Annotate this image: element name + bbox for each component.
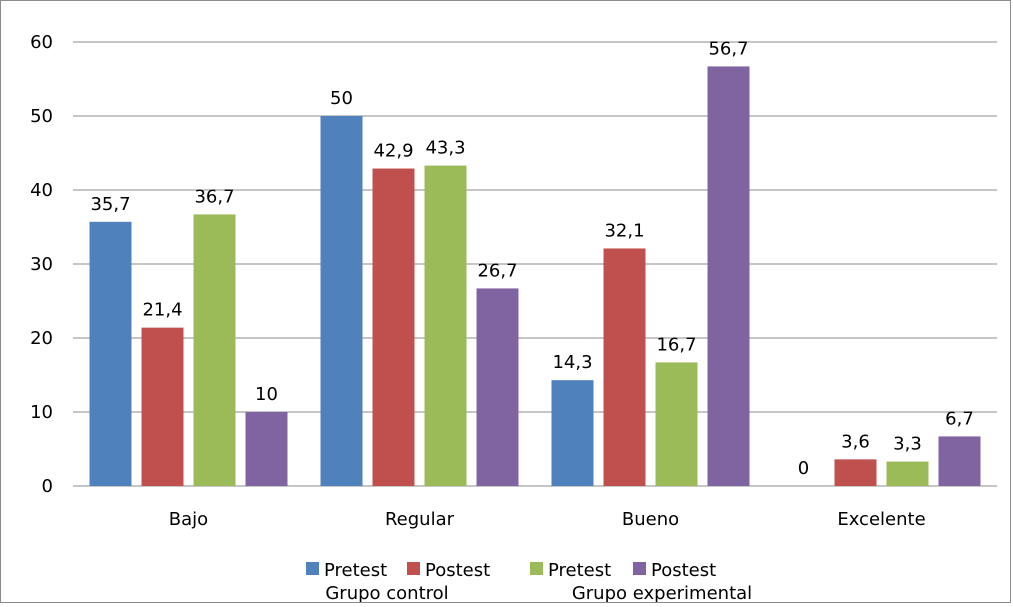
bar-bajo-series-1	[89, 221, 132, 486]
x-axis-tick-labels: Bajo Regular Bueno Excelente	[169, 509, 926, 530]
bars	[89, 66, 981, 487]
y-axis-tick-labels: 0 10 20 30 40 50 60	[30, 32, 53, 497]
data-label: 6,7	[945, 408, 974, 429]
data-label: 56,7	[708, 38, 748, 59]
data-label: 0	[798, 458, 809, 479]
bar-regular-series-2	[372, 168, 415, 487]
data-label: 36,7	[194, 186, 234, 207]
y-tick-label: 20	[30, 328, 53, 349]
data-label: 35,7	[90, 194, 130, 215]
legend-swatch	[530, 562, 543, 575]
bar-excelente-series-3	[886, 461, 929, 486]
data-label: 21,4	[142, 300, 182, 321]
data-label: 43,3	[425, 138, 465, 159]
y-tick-label: 60	[30, 32, 53, 53]
legend-label: Postest	[425, 560, 490, 581]
x-tick-label: Bueno	[622, 509, 679, 530]
bar-regular-series-3	[424, 165, 467, 486]
legend-label: Pretest	[324, 560, 387, 581]
legend-swatch	[306, 562, 319, 575]
legend-label: Pretest	[548, 560, 611, 581]
legend-group-label: Grupo control	[325, 583, 448, 602]
bar-regular-series-1	[320, 116, 363, 486]
y-tick-label: 50	[30, 106, 53, 127]
bar-bueno-series-1	[551, 380, 594, 486]
bar-bueno-series-3	[655, 362, 698, 486]
legend-label: Postest	[651, 560, 716, 581]
x-tick-label: Bajo	[169, 509, 208, 530]
x-tick-label: Regular	[385, 509, 455, 530]
bar-regular-series-4	[476, 288, 519, 486]
data-labels: 35,7 21,4 36,7 10 50 42,9 43,3 26,7 14,3 32,1 16,7…	[90, 38, 973, 479]
bar-bajo-series-4	[245, 412, 288, 486]
legend-group-label: Grupo experimental	[572, 583, 752, 602]
data-label: 50	[330, 88, 353, 109]
bar-bueno-series-2	[603, 248, 646, 486]
legend-swatch	[407, 562, 420, 575]
legend-swatch	[633, 562, 646, 575]
y-tick-label: 0	[42, 476, 53, 497]
x-tick-label: Excelente	[837, 509, 925, 530]
bar-bajo-series-3	[193, 214, 236, 487]
data-label: 16,7	[656, 334, 696, 355]
data-label: 42,9	[373, 141, 413, 162]
data-label: 32,1	[604, 220, 644, 241]
data-label: 10	[255, 384, 278, 405]
data-label: 3,3	[893, 434, 922, 455]
y-tick-label: 40	[30, 180, 53, 201]
bar-excelente-series-2	[834, 459, 877, 486]
legend: Pretest Postest Pretest Postest Grupo contro…	[306, 560, 752, 604]
data-label: 3,6	[841, 431, 870, 452]
bar-bueno-series-4	[707, 66, 750, 487]
data-label: 14,3	[552, 352, 592, 373]
bar-excelente-series-4	[938, 436, 981, 486]
y-tick-label: 30	[30, 254, 53, 275]
y-tick-label: 10	[30, 402, 53, 423]
bar-bajo-series-2	[141, 327, 184, 486]
data-label: 26,7	[477, 260, 517, 281]
